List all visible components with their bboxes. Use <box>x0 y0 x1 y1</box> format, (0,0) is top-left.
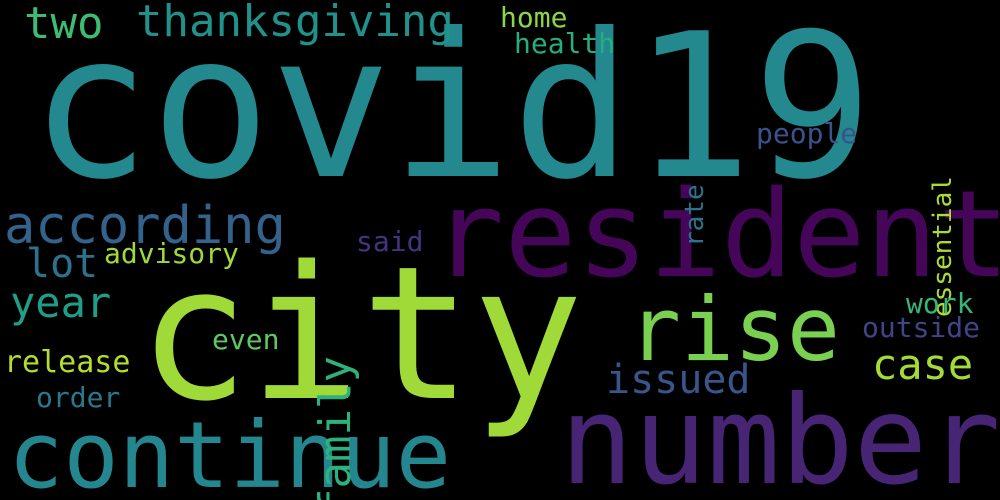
word-outside: outside <box>862 311 981 344</box>
word-order: order <box>36 381 121 414</box>
word-said: said <box>356 225 424 258</box>
word-people: people <box>756 117 858 150</box>
word-work: work <box>906 287 974 320</box>
word-rise: rise <box>628 278 840 381</box>
word-home: home <box>500 1 568 34</box>
word-family: family <box>310 356 361 500</box>
word-rate: rate <box>680 184 710 247</box>
word-covid19: covid19 <box>30 0 873 224</box>
word-year: year <box>10 278 112 327</box>
word-resident: resident <box>432 166 1000 305</box>
word-release: release <box>4 345 131 380</box>
word-health: health <box>514 27 616 60</box>
word-even: even <box>212 323 280 356</box>
word-number: number <box>560 370 1000 500</box>
word-city: city <box>138 226 584 442</box>
word-continue: continue <box>8 402 452 500</box>
word-thanksgiving: thanksgiving <box>136 0 454 47</box>
word-according: according <box>4 196 286 256</box>
word-issued: issued <box>606 357 751 403</box>
word-lot: lot <box>26 241 99 287</box>
word-case: case <box>872 340 974 389</box>
word-advisory: advisory <box>104 237 239 270</box>
word-two: two <box>24 0 104 49</box>
